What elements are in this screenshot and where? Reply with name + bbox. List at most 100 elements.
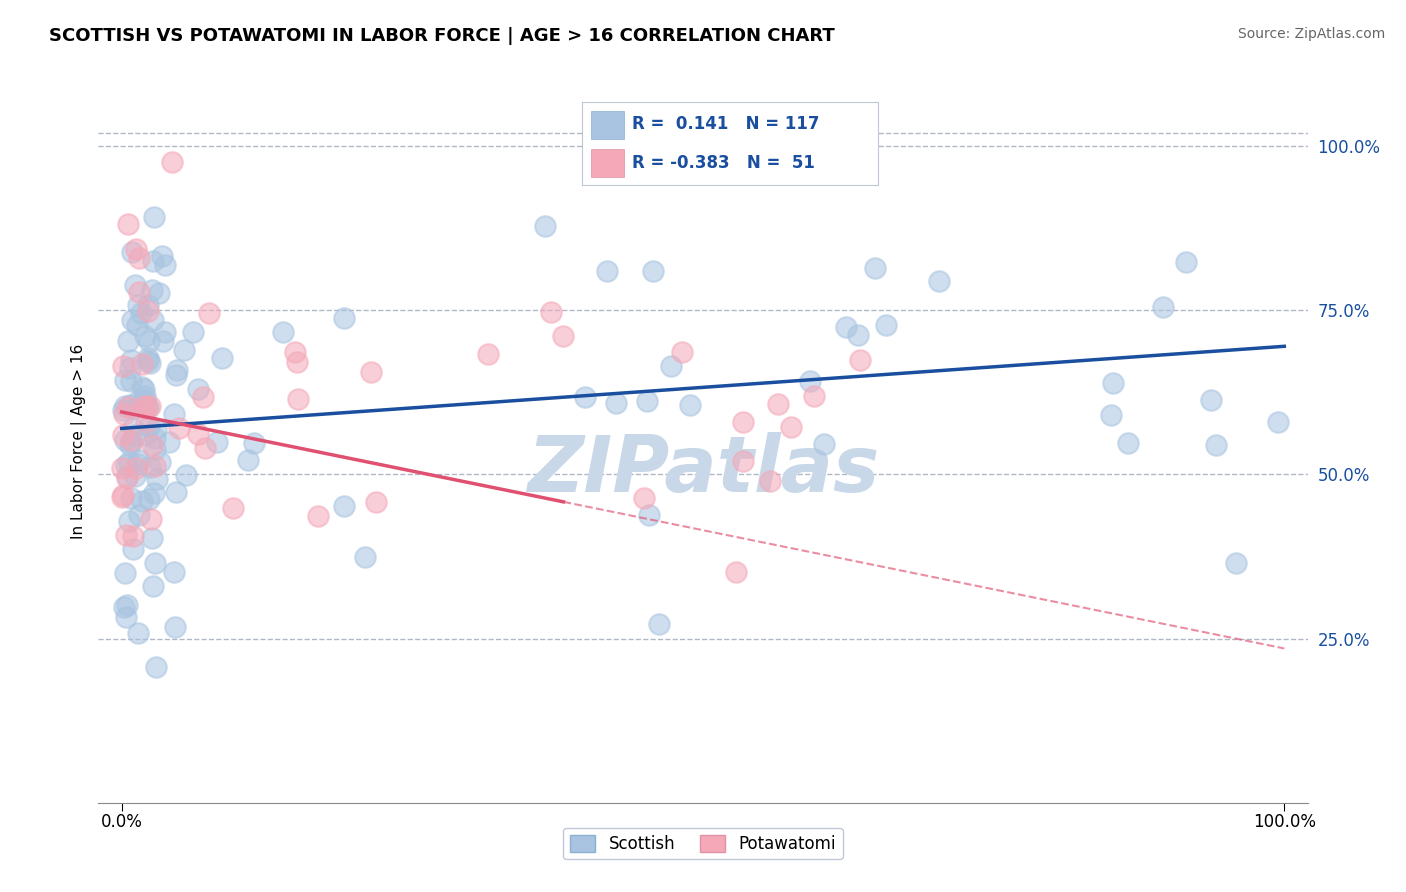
Point [166,362,188,376]
Point [114,374,136,388]
Point [132,382,155,396]
Point [1201,393,1223,408]
Point [540,305,562,319]
Point [148,286,170,301]
Point [733,454,755,468]
Point [120,361,142,376]
Point [121,541,143,556]
Point [111,461,134,475]
Point [127,626,149,640]
Point [643,263,665,277]
Point [637,508,659,522]
Text: SCOTTISH VS POTAWATOMI IN LABOR FORCE | AGE > 16 CORRELATION CHART: SCOTTISH VS POTAWATOMI IN LABOR FORCE | … [49,27,835,45]
Point [115,471,138,485]
Point [173,343,195,357]
Point [659,359,682,373]
Point [1099,409,1122,423]
Point [271,325,294,339]
Point [129,306,152,320]
Point [366,494,388,508]
Point [141,532,163,546]
Point [194,441,217,455]
Point [141,437,163,451]
Point [1205,438,1227,452]
Point [143,442,166,456]
Point [1174,255,1197,269]
Point [120,433,142,447]
Point [118,438,141,452]
Point [138,491,160,506]
Point [112,407,135,421]
Point [1152,300,1174,314]
Point [141,283,163,297]
Point [135,415,157,429]
Point [633,491,655,506]
Point [118,455,141,469]
Point [138,459,160,474]
Point [120,398,142,412]
Point [115,599,138,613]
Point [145,422,167,436]
Point [125,461,148,475]
Point [136,351,159,365]
Point [117,217,139,231]
Point [1225,556,1247,570]
Point [477,347,499,361]
Point [671,344,693,359]
Point [835,320,858,334]
Point [115,610,138,624]
Point [136,401,159,415]
Point [813,437,835,451]
Point [165,484,187,499]
Point [733,416,755,430]
Point [124,401,146,416]
Point [124,278,146,293]
Point [332,310,354,325]
Point [143,486,166,500]
Point [135,399,157,413]
Point [849,352,872,367]
Point [112,487,135,501]
Point [155,325,177,339]
Point [238,452,260,467]
Point [121,245,143,260]
Point [360,365,382,379]
Point [135,428,157,442]
Point [138,334,160,348]
Point [332,500,354,514]
Point [128,285,150,299]
Point [114,433,136,447]
Point [138,356,160,370]
Point [766,397,789,411]
Point [127,318,149,332]
Point [596,264,619,278]
Point [117,334,139,348]
Point [211,351,233,366]
Point [120,375,142,389]
Point [758,474,780,488]
Point [111,359,134,373]
Point [142,254,165,268]
Point [1267,415,1289,429]
Point [149,455,172,469]
Point [197,306,219,320]
Point [131,357,153,371]
Point [145,472,167,486]
Text: ZIPatlas: ZIPatlas [527,433,879,508]
Point [174,468,197,483]
Point [187,382,209,396]
Point [118,514,141,528]
Point [183,325,205,339]
Point [679,398,702,412]
Point [163,565,186,579]
Point [354,550,377,565]
Point [846,327,869,342]
Point [534,219,557,233]
Point [111,490,134,504]
Point [163,620,186,634]
Point [125,242,148,256]
Point [115,527,138,541]
Point [1118,436,1140,450]
Point [127,298,149,312]
Point [139,399,162,413]
